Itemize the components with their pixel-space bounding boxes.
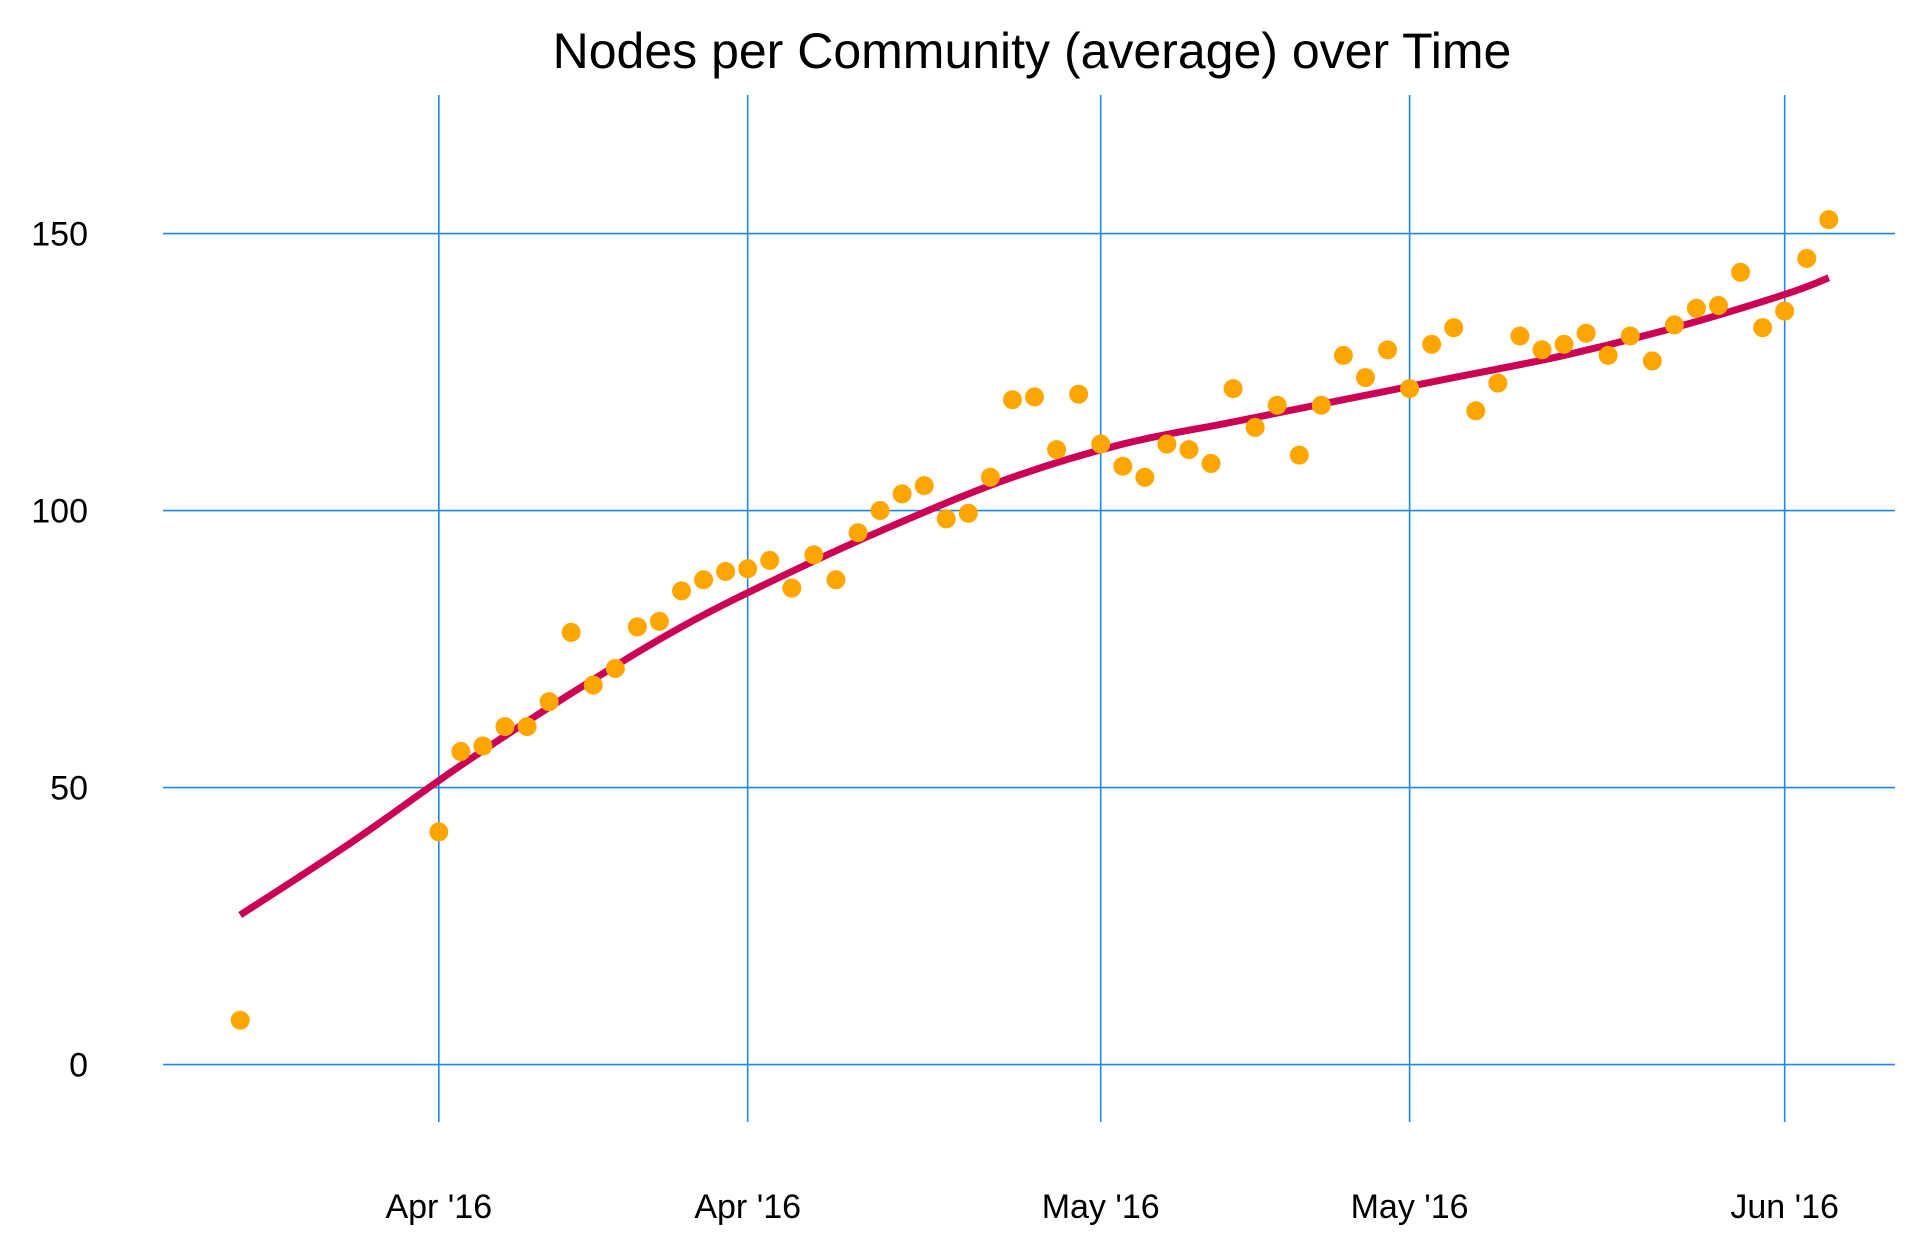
data-point xyxy=(1400,379,1420,399)
data-point xyxy=(1797,248,1817,268)
data-point xyxy=(1708,296,1728,316)
data-point xyxy=(451,742,471,762)
data-point xyxy=(1047,440,1067,460)
data-point xyxy=(738,559,758,579)
data-point xyxy=(892,484,912,504)
data-point xyxy=(1620,326,1640,346)
x-tick-label: May '16 xyxy=(1042,1188,1160,1226)
data-point xyxy=(1444,318,1464,338)
data-point xyxy=(716,561,736,581)
data-point xyxy=(1333,345,1353,365)
data-point xyxy=(1091,434,1111,454)
data-point xyxy=(1510,326,1530,346)
data-point xyxy=(671,581,691,601)
data-point xyxy=(1576,323,1596,343)
data-point xyxy=(1598,345,1618,365)
data-point xyxy=(1267,395,1287,415)
x-tick-label: Jun '16 xyxy=(1730,1188,1839,1226)
data-point xyxy=(936,509,956,529)
data-point xyxy=(870,501,890,521)
data-point xyxy=(1532,340,1552,360)
data-point xyxy=(1686,298,1706,318)
data-point xyxy=(826,570,846,590)
data-point xyxy=(495,717,515,737)
data-point xyxy=(1135,467,1155,487)
data-point xyxy=(1422,334,1442,354)
data-point xyxy=(1819,210,1839,230)
data-point xyxy=(1753,318,1773,338)
data-point xyxy=(914,476,934,496)
y-tick-label: 100 xyxy=(31,493,88,531)
data-point xyxy=(1466,401,1486,421)
data-point xyxy=(1642,351,1662,371)
x-tick-label: Apr '16 xyxy=(385,1188,492,1226)
data-point xyxy=(1289,445,1309,465)
data-point xyxy=(782,578,802,598)
data-point xyxy=(561,622,581,642)
data-point xyxy=(649,611,669,631)
data-point xyxy=(1731,262,1751,282)
y-tick-label: 150 xyxy=(31,216,88,254)
data-point xyxy=(605,658,625,678)
data-points xyxy=(230,210,1839,1030)
data-point xyxy=(1002,390,1022,410)
data-point xyxy=(539,692,559,712)
data-point xyxy=(1775,301,1795,321)
x-tick-label: Apr '16 xyxy=(694,1188,801,1226)
data-point xyxy=(694,570,714,590)
data-point xyxy=(848,523,868,543)
data-point xyxy=(1201,453,1221,473)
data-point xyxy=(1069,384,1089,404)
data-point xyxy=(1245,417,1265,437)
data-point xyxy=(1664,315,1684,335)
trend-line xyxy=(238,274,1831,918)
tick-labels: 0 50 100 150 Apr '16 Apr '16 May '16 May '16 Jun… xyxy=(31,216,1839,1226)
data-point xyxy=(1311,395,1331,415)
data-point xyxy=(429,822,449,842)
data-point xyxy=(230,1010,250,1030)
data-point xyxy=(1157,434,1177,454)
trend-line-layer xyxy=(238,274,1831,918)
y-tick-label: 0 xyxy=(69,1047,88,1085)
data-point xyxy=(980,467,1000,487)
data-point xyxy=(1223,379,1243,399)
data-point xyxy=(1554,334,1574,354)
data-point xyxy=(1025,387,1045,407)
data-point xyxy=(473,736,493,756)
data-point xyxy=(958,503,978,523)
data-point xyxy=(1378,340,1398,360)
data-point xyxy=(517,717,537,737)
data-point xyxy=(1355,368,1375,388)
data-point xyxy=(1113,456,1133,476)
data-point xyxy=(583,675,603,695)
data-point xyxy=(1488,373,1508,393)
chart-title: Nodes per Community (average) over Time xyxy=(553,23,1512,79)
data-point xyxy=(760,550,780,570)
data-point xyxy=(627,617,647,637)
data-point xyxy=(804,545,824,565)
grid xyxy=(163,95,1895,1122)
y-tick-label: 50 xyxy=(50,770,88,808)
data-point xyxy=(1179,440,1199,460)
x-tick-label: May '16 xyxy=(1351,1188,1469,1226)
